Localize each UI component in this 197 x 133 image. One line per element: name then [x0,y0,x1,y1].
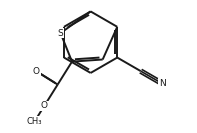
Text: N: N [159,79,166,88]
Text: S: S [58,29,63,38]
Text: O: O [33,67,40,76]
Text: O: O [41,101,48,110]
Text: CH₃: CH₃ [27,117,42,126]
